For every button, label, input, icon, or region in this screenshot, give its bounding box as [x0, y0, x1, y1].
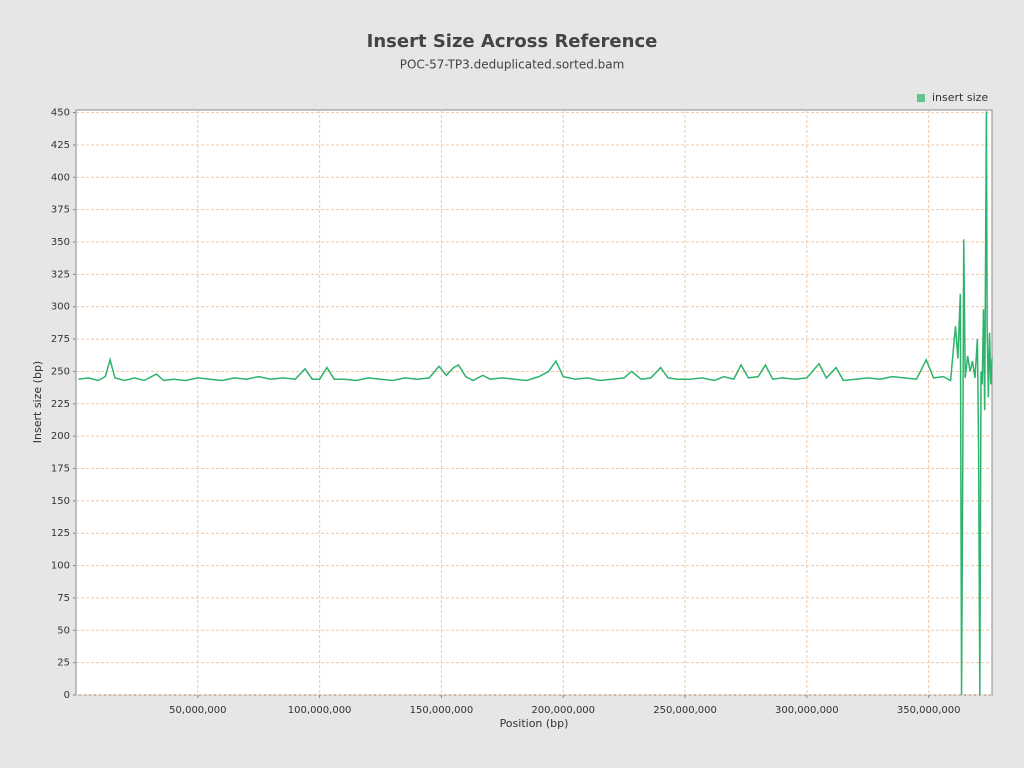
y-tick-label: 175	[51, 464, 70, 475]
y-tick-label: 400	[51, 172, 70, 183]
chart-title: Insert Size Across Reference	[367, 31, 658, 52]
x-axis-label: Position (bp)	[500, 717, 569, 730]
y-tick-label: 100	[51, 561, 70, 572]
y-tick-label: 225	[51, 399, 70, 410]
y-tick-label: 150	[51, 496, 70, 507]
chart-subtitle: POC-57-TP3.deduplicated.sorted.bam	[400, 58, 625, 72]
x-tick-label: 250,000,000	[653, 705, 717, 716]
y-tick-label: 300	[51, 302, 70, 313]
y-tick-label: 325	[51, 269, 70, 280]
y-tick-label: 425	[51, 140, 70, 151]
y-tick-label: 350	[51, 237, 70, 248]
x-tick-label: 50,000,000	[169, 705, 226, 716]
y-tick-label: 0	[64, 690, 70, 701]
y-tick-label: 375	[51, 205, 70, 216]
legend-label: insert size	[932, 91, 988, 104]
y-tick-label: 25	[57, 658, 70, 669]
x-tick-label: 200,000,000	[531, 705, 595, 716]
y-tick-label: 250	[51, 366, 70, 377]
y-tick-label: 50	[57, 625, 70, 636]
data-line	[78, 111, 993, 696]
x-tick-label: 100,000,000	[288, 705, 352, 716]
y-tick-label: 125	[51, 528, 70, 539]
y-tick-label: 275	[51, 334, 70, 345]
x-tick-label: 350,000,000	[897, 705, 961, 716]
y-tick-label: 200	[51, 431, 70, 442]
x-tick-label: 150,000,000	[410, 705, 474, 716]
x-tick-label: 300,000,000	[775, 705, 839, 716]
plot-area	[75, 109, 993, 696]
y-tick-label: 450	[51, 108, 70, 119]
y-tick-label: 75	[57, 593, 70, 604]
legend-swatch	[917, 94, 925, 102]
y-axis-label: Insert size (bp)	[31, 361, 44, 443]
